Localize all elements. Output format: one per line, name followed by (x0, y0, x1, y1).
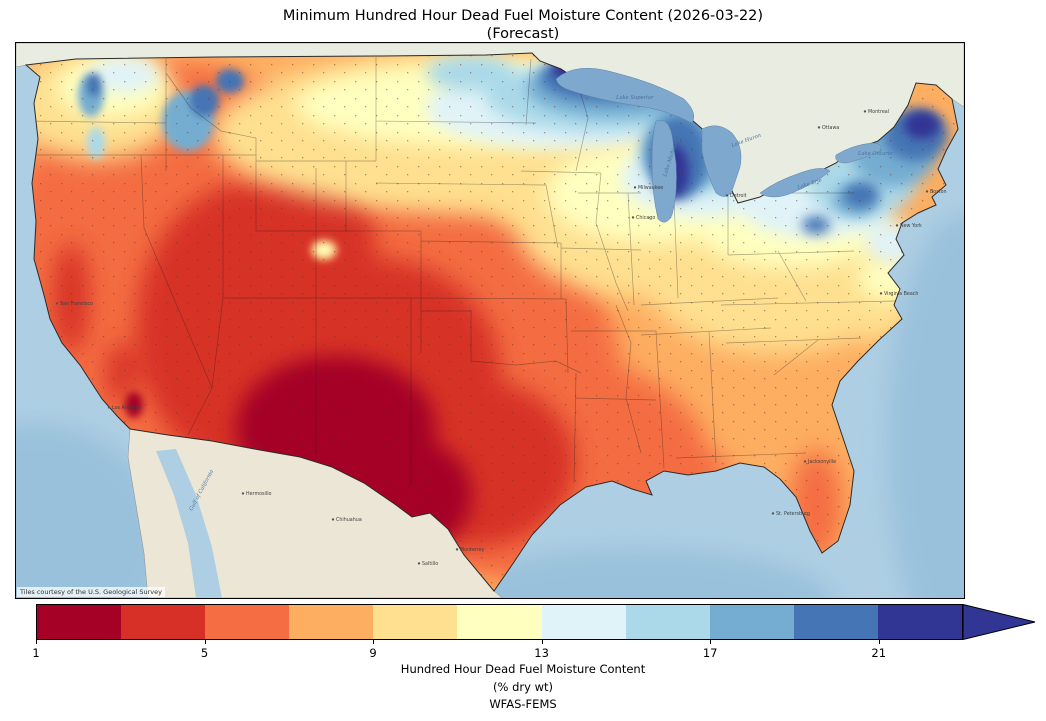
colorbar-tick-mark (541, 640, 543, 644)
map-label-water: Lake Ontario (857, 151, 892, 157)
city-dot (631, 216, 635, 219)
city-dot (725, 194, 729, 197)
caption-line-1: Hundred Hour Dead Fuel Moisture Content (400, 662, 646, 676)
city-dot (331, 518, 335, 521)
city-dot (633, 186, 637, 189)
map-label-city: Detroit (730, 193, 747, 199)
map-label-city: Hermosillo (246, 491, 272, 497)
colorbar-tick-label: 21 (871, 646, 887, 660)
city-dot (879, 292, 883, 295)
city-dot (863, 110, 867, 113)
city-dot (55, 302, 59, 305)
colorbar-segment (625, 605, 710, 639)
lake-erie (759, 168, 831, 198)
colorbar-tick-label: 13 (534, 646, 549, 660)
colorbar-tick-mark (710, 640, 712, 644)
lake-michigan (651, 120, 677, 223)
colorbar-segment (709, 605, 794, 639)
map-label-city: Los Angeles (112, 405, 141, 411)
lake-huron (701, 125, 742, 197)
map-label-city: Boston (930, 189, 947, 195)
colorbar-segment (793, 605, 878, 639)
map-label-city: Montreal (868, 109, 889, 115)
colorbar-tick-label: 17 (702, 646, 718, 660)
colorbar-segment (37, 605, 122, 639)
map-label-city: St. Petersburg (776, 511, 810, 517)
lake-ontario (835, 142, 882, 164)
city-dot (925, 190, 929, 193)
colorbar-segment (877, 605, 963, 639)
map-label-city: Jacksonville (807, 459, 836, 465)
colorbar-caption: Hundred Hour Dead Fuel Moisture Content … (0, 661, 1046, 714)
colorbar-segment (541, 605, 626, 639)
colorbar-tick-mark (878, 640, 880, 644)
map-label-water: Lake Superior (615, 95, 654, 101)
tiles-attribution: Tiles courtesy of the U.S. Geological Su… (17, 587, 165, 597)
map-label-city: Ottawa (822, 125, 839, 131)
caption-line-2: (% dry wt) (493, 679, 553, 694)
city-dot (817, 126, 821, 129)
map-axes: San Francisco Los Angeles Milwaukee Chicago… (15, 42, 965, 599)
city-dot (803, 460, 807, 463)
city-dot (241, 492, 245, 495)
colorbar-tick-mark (373, 640, 375, 644)
colorbar-segment (457, 605, 542, 639)
gulf-of-california (156, 449, 222, 598)
city-dot (895, 224, 899, 227)
map-label-city: New York (900, 223, 922, 229)
map-label-city: Chihuahua (336, 517, 362, 523)
caption-line-3: WFAS-FEMS (489, 697, 557, 711)
colorbar-segment (373, 605, 458, 639)
state-borders (26, 55, 897, 485)
colorbar-segment (121, 605, 206, 639)
city-dot (107, 406, 111, 409)
colorbar-tick-label: 1 (32, 646, 40, 660)
map-label-city: Saltillo (422, 561, 438, 567)
title-line-1: Minimum Hundred Hour Dead Fuel Moisture … (282, 8, 764, 24)
colorbar-tick-mark (204, 640, 206, 644)
us-border-outline (24, 52, 959, 592)
colorbar-tick-label: 9 (369, 646, 377, 660)
map-label-city: Monterrey (460, 547, 485, 553)
city-dot (417, 562, 421, 565)
city-dot (771, 512, 775, 515)
map-label-city: Milwaukee (638, 185, 663, 191)
map-label-city: San Francisco (60, 301, 93, 307)
deep-ocean-shading (16, 213, 964, 598)
great-lakes (555, 68, 882, 223)
title-line-2: (Forecast) (486, 26, 560, 42)
map-label-city: Chicago (636, 215, 655, 221)
colorbar (36, 604, 963, 640)
figure-title: Minimum Hundred Hour Dead Fuel Moisture … (0, 7, 1046, 43)
colorbar-extend-arrow (963, 604, 1036, 640)
city-dot (455, 548, 459, 551)
map-label-city: Virginia Beach (884, 291, 918, 297)
colorbar-tick-mark (36, 640, 37, 644)
us-fuel-moisture-map: San Francisco Los Angeles Milwaukee Chicago… (16, 43, 964, 598)
colorbar-segment (205, 605, 290, 639)
colorbar-segment (289, 605, 374, 639)
lake-superior (555, 68, 694, 124)
colorbar-tick-label: 5 (200, 646, 209, 660)
